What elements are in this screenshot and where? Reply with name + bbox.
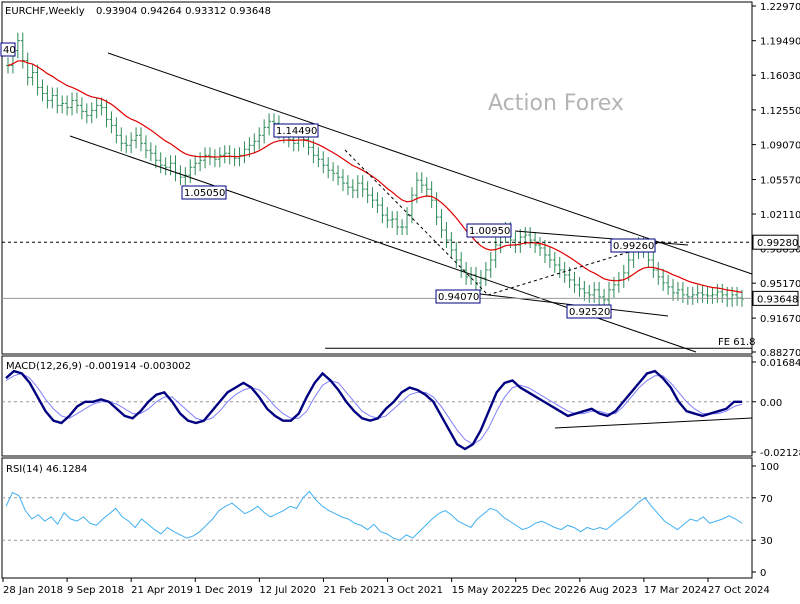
x-tick-label: 3 Oct 2021 — [388, 585, 443, 596]
x-tick-label: 25 Dec 2022 — [516, 585, 580, 596]
price-y-tick-label: 0.91670 — [760, 314, 800, 325]
macd-pane-frame — [1, 355, 753, 457]
level-tag-box — [752, 234, 799, 250]
price-y-tick-label: 1.02110 — [760, 210, 800, 221]
rsi-y-tick-label: 100 — [760, 462, 779, 473]
upper-resistance-line — [514, 230, 689, 246]
channel-lower-line — [69, 135, 697, 353]
x-axis: 28 Jan 2018 9 Sep 2018 21 Apr 2019 1 Dec 20… — [2, 578, 770, 596]
x-tick-label: 21 Apr 2019 — [131, 585, 193, 596]
rsi-pane-frame — [1, 457, 753, 579]
current-price-tag-box — [752, 290, 799, 306]
annotation-label: 0.99260 — [613, 241, 654, 252]
ema-line — [7, 60, 743, 293]
annotation-label: 0.92520 — [569, 307, 610, 318]
price-y-tick-label: 1.16030 — [760, 71, 800, 82]
annotation-box — [181, 185, 227, 200]
x-tick-label: 21 Feb 2021 — [323, 585, 385, 596]
rsi-title: RSI(14) 46.1284 — [6, 464, 87, 475]
price-pane: 1.22970 1.19490 1.16030 1.12550 1.09070 1.055… — [0, 2, 800, 359]
pane-frames — [1, 1, 753, 579]
x-tick-label: 9 Sep 2018 — [67, 585, 124, 596]
annotation-label: 0.94070 — [438, 292, 479, 303]
macd-y-tick-label: -0.021286 — [760, 448, 800, 459]
current-price-tag: 0.93648 — [757, 294, 798, 305]
annotation-box — [466, 223, 512, 238]
symbol-title: EURCHF,Weekly — [5, 6, 85, 17]
x-tick-label: 17 Mar 2024 — [644, 585, 707, 596]
rsi-y-tick-label: 70 — [760, 494, 773, 505]
trend-dashed-line — [344, 149, 489, 296]
x-tick-label: 1 Dec 2019 — [195, 585, 253, 596]
rsi-y-tick-label: 30 — [760, 536, 773, 547]
price-y-tick-label: 1.09070 — [760, 141, 800, 152]
x-tick-label: 28 Jan 2018 — [3, 585, 63, 596]
trend-dashed-line-2 — [487, 240, 666, 296]
annotation-box — [610, 238, 656, 253]
macd-y-tick-label: 0.016846 — [760, 358, 800, 369]
x-tick-label: 27 Oct 2024 — [708, 585, 770, 596]
annotation-box — [273, 123, 319, 138]
price-y-tick-label: 0.98630 — [760, 245, 800, 256]
rsi-y-tick-label: 0 — [760, 568, 766, 579]
macd-trend-line — [554, 417, 753, 429]
price-pane-frame — [1, 1, 753, 355]
x-tick-label: 15 May 2022 — [452, 585, 517, 596]
annotation-label: 1.00950 — [469, 226, 510, 237]
rsi-line — [5, 490, 743, 541]
price-y-tick-label: 1.22970 — [760, 2, 800, 13]
price-y-tick-label: 0.95170 — [760, 279, 800, 290]
macd-signal-line — [5, 372, 743, 445]
level-tag: 0.99280 — [757, 238, 798, 249]
macd-title: MACD(12,26,9) -0.001914 -0.003002 — [6, 361, 191, 372]
annotation-box — [0, 42, 16, 57]
macd-y-tick-label: 0.00 — [760, 398, 782, 409]
price-y-tick-label: 1.12550 — [760, 106, 800, 117]
ohlc-values: 0.93904 0.94264 0.93312 0.93648 — [96, 6, 271, 17]
watermark: Action Forex — [488, 91, 624, 116]
macd-line — [5, 369, 742, 451]
annotation-label: 1.05050 — [184, 188, 225, 199]
annotation-box — [566, 304, 612, 319]
fe-label: FE 61.8 — [718, 337, 756, 348]
price-y-tick-label: 0.88270 — [760, 348, 800, 359]
x-tick-label: 12 Jul 2020 — [259, 585, 316, 596]
annotation-box — [435, 289, 481, 304]
price-y-tick-label: 1.19490 — [760, 37, 800, 48]
x-tick-label: 6 Aug 2023 — [580, 585, 638, 596]
rsi-pane: RSI(14) 46.1284 100 70 30 0 — [2, 462, 779, 579]
channel-upper-line — [107, 52, 753, 275]
price-y-tick-label: 1.05570 — [760, 175, 800, 186]
annotation-label: 40 — [3, 45, 16, 56]
annotation-label: 1.14490 — [276, 126, 317, 137]
macd-pane: MACD(12,26,9) -0.001914 -0.003002 0.01684… — [2, 358, 800, 459]
